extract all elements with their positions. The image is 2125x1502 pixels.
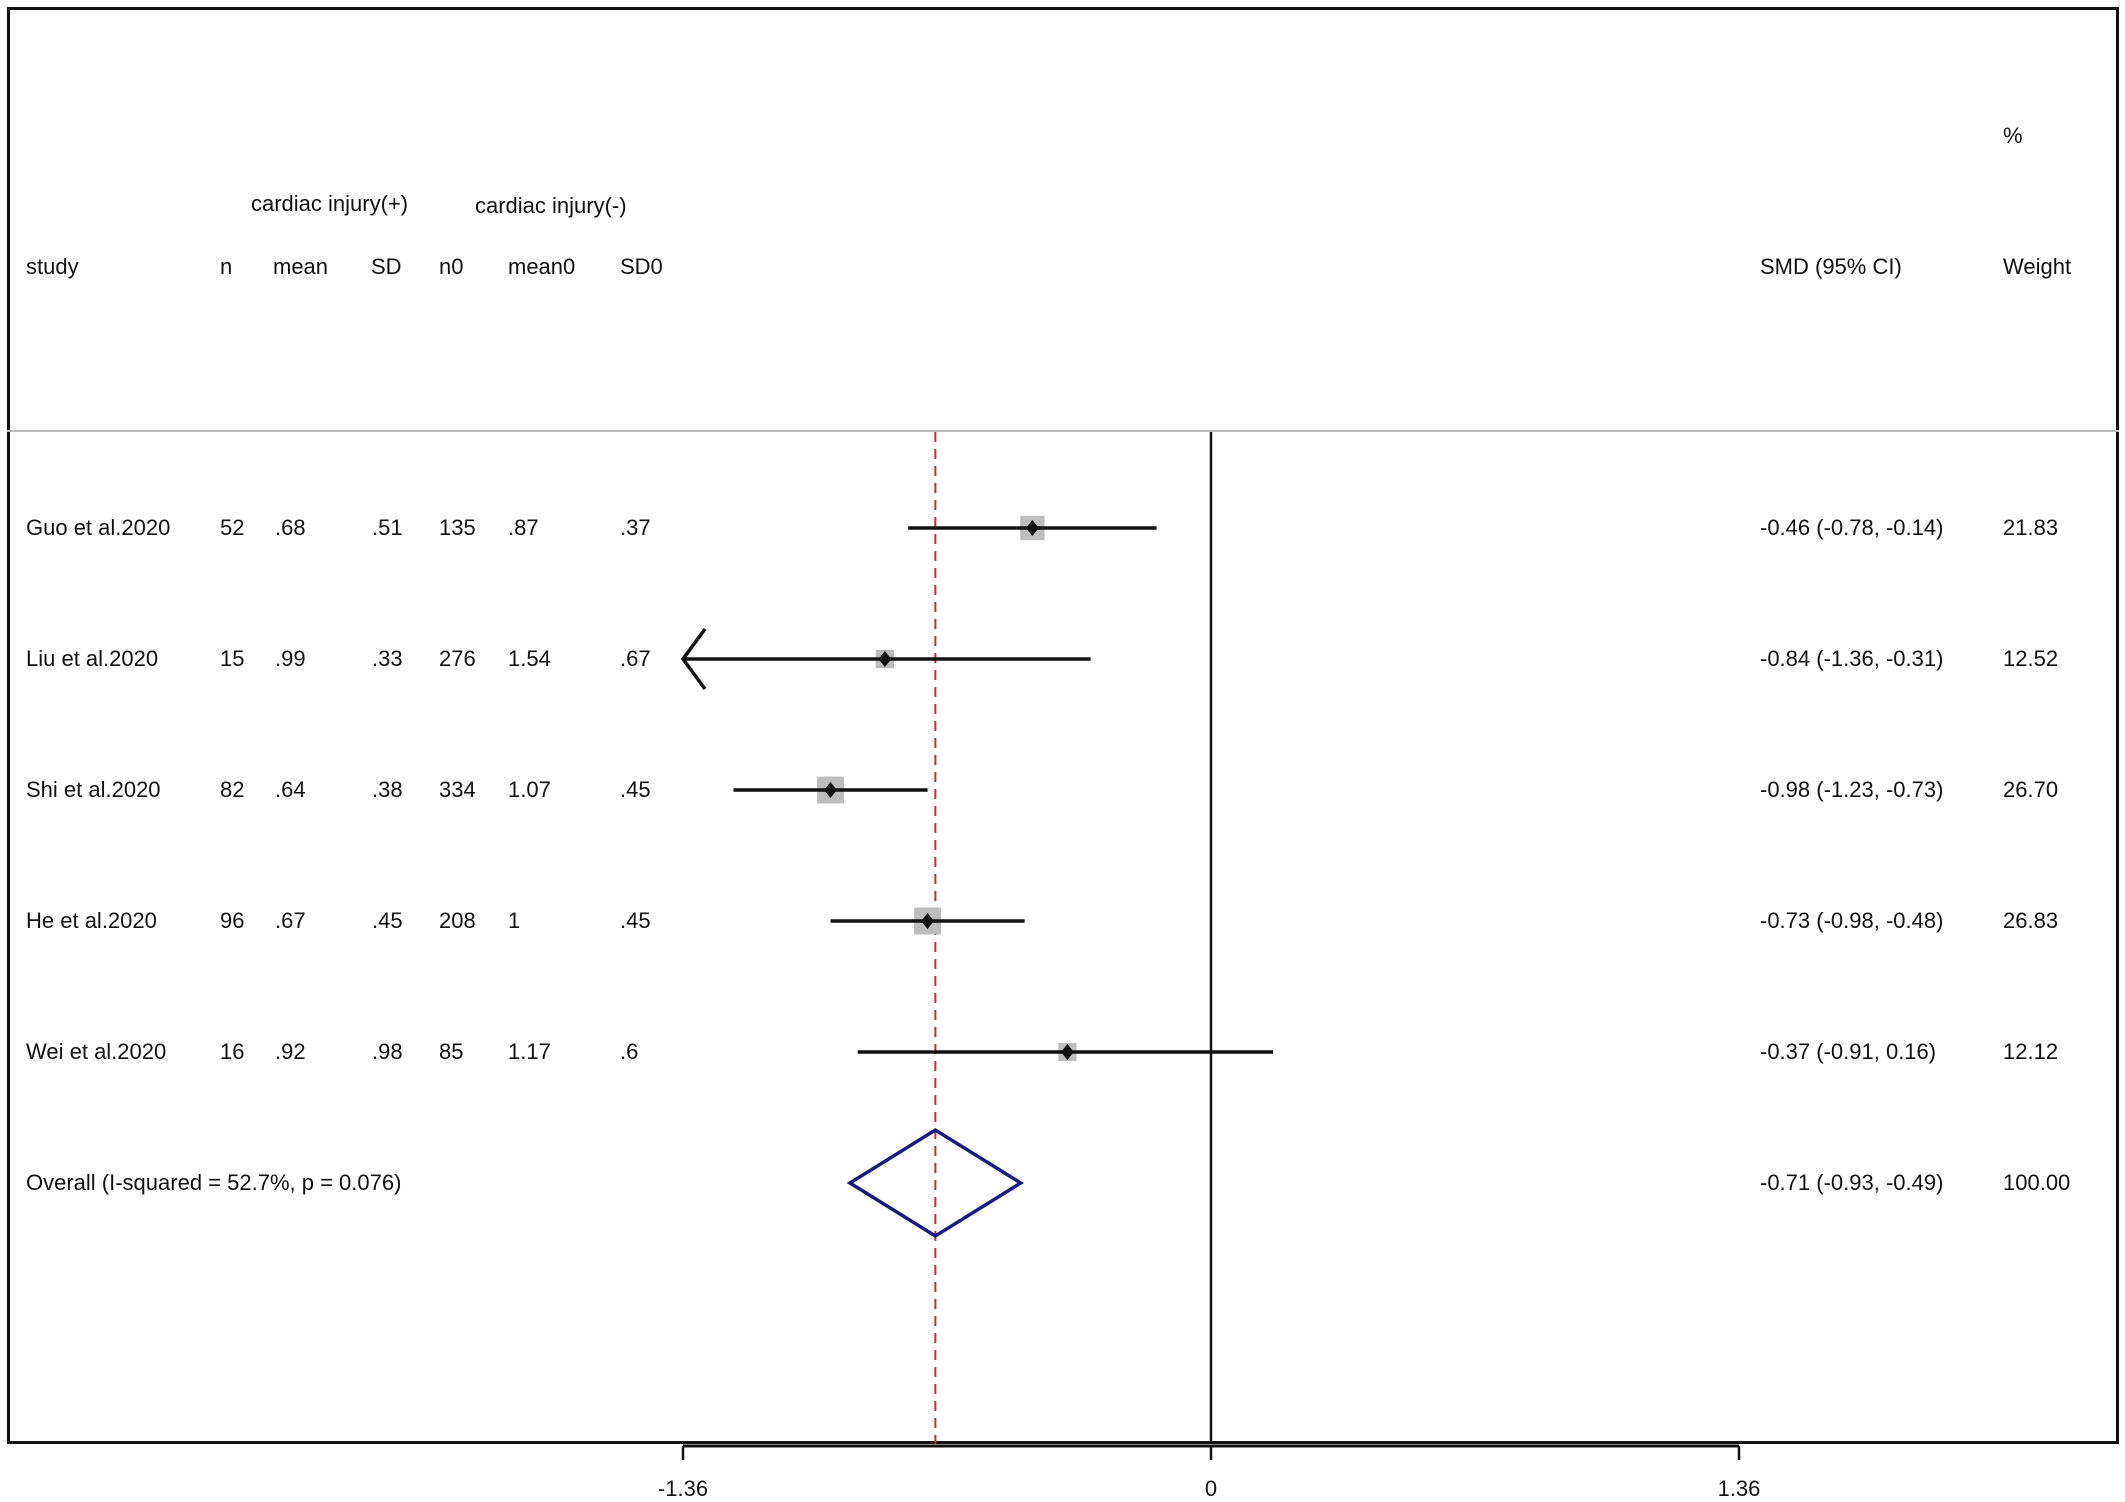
overall-ci: -0.71 (-0.93, -0.49) [1760,1170,1944,1195]
col-header-mean0: mean0 [508,254,576,279]
overall-label: Overall (I-squared = 52.7%, p = 0.076) [26,1170,402,1195]
col-header-mean: mean [273,254,329,279]
cell-mean: .99 [275,646,306,671]
cell-mean: .92 [275,1039,306,1064]
cell-weight: 26.70 [2003,777,2059,802]
cell-smd-ci: -0.46 (-0.78, -0.14) [1760,515,1944,540]
cell-mean0: .87 [508,515,539,540]
x-tick-label: 1.36 [1717,1476,1761,1501]
cell-smd-ci: -0.98 (-1.23, -0.73) [1760,777,1944,802]
col-header-effect: SMD (95% CI) [1760,254,1902,279]
cell-sd: .38 [372,777,403,802]
percent-header: % [2003,123,2023,148]
cell-mean: .67 [275,908,306,933]
study-point-estimate [824,782,837,798]
cell-mean: .64 [275,777,306,802]
cell-n0: 334 [439,777,476,802]
col-header-weight: Weight [2003,254,2072,279]
cell-n0: 208 [439,908,476,933]
study-name: Wei et al.2020 [26,1039,167,1064]
cell-smd-ci: -0.73 (-0.98, -0.48) [1760,908,1944,933]
x-tick-label: -1.36 [657,1476,709,1501]
study-name: He et al.2020 [26,908,157,933]
cell-n: 52 [220,515,245,540]
cell-n0: 276 [439,646,476,671]
cell-weight: 21.83 [2003,515,2059,540]
x-tick-label: 0 [1204,1476,1218,1501]
cell-smd-ci: -0.37 (-0.91, 0.16) [1760,1039,1937,1064]
col-header-n: n [220,254,233,279]
cell-sd0: .45 [620,908,651,933]
col-header-study: study [26,254,79,279]
cell-sd0: .45 [620,777,651,802]
study-point-estimate [1026,520,1039,536]
study-name: Guo et al.2020 [26,515,171,540]
col-header-n0: n0 [439,254,464,279]
study-point-estimate [921,913,934,929]
cell-sd0: .67 [620,646,651,671]
cell-weight: 26.83 [2003,908,2059,933]
cell-sd: .98 [372,1039,403,1064]
cell-n0: 135 [439,515,476,540]
cell-mean0: 1 [508,908,521,933]
col-header-sd: SD [371,254,402,279]
cell-sd: .33 [372,646,403,671]
overall-diamond [846,1127,1025,1239]
col-header-sd0: SD0 [620,254,663,279]
cell-n0: 85 [439,1039,464,1064]
cell-sd: .45 [372,908,403,933]
cell-sd0: .37 [620,515,651,540]
study-name: Liu et al.2020 [26,646,159,671]
cell-mean0: 1.54 [508,646,551,671]
cell-mean: .68 [275,515,306,540]
study-point-estimate [878,651,892,667]
cell-n: 82 [220,777,245,802]
cell-weight: 12.12 [2003,1039,2059,1064]
cell-n: 96 [220,908,245,933]
ci-clipped-arrow [680,627,707,691]
group-pos-header: cardiac injury(+) [251,191,409,216]
cell-n: 16 [220,1039,245,1064]
cell-weight: 12.52 [2003,646,2059,671]
header-separator [7,430,2119,432]
study-point-estimate [1060,1044,1074,1060]
cell-n: 15 [220,646,245,671]
cell-sd: .51 [372,515,403,540]
study-name: Shi et al.2020 [26,777,161,802]
cell-sd0: .6 [620,1039,639,1064]
group-neg-header: cardiac injury(-) [475,193,627,218]
chart-frame [7,7,2119,1444]
cell-mean0: 1.07 [508,777,551,802]
cell-mean0: 1.17 [508,1039,551,1064]
overall-weight: 100.00 [2003,1170,2071,1195]
cell-smd-ci: -0.84 (-1.36, -0.31) [1760,646,1944,671]
